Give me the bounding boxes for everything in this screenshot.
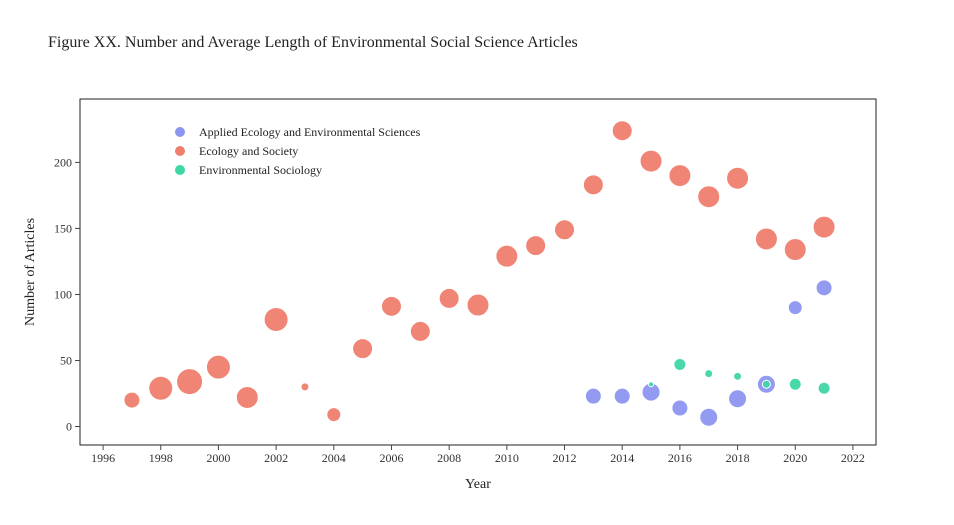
x-tick-label: 2018 (726, 451, 750, 465)
legend-entry-label[interactable]: Applied Ecology and Environmental Scienc… (199, 125, 421, 139)
data-point-series-1[interactable] (205, 354, 231, 380)
x-tick-label: 2022 (841, 451, 865, 465)
data-point-series-2[interactable] (817, 381, 831, 395)
x-tick-label: 2006 (379, 451, 403, 465)
data-point-series-1[interactable] (668, 164, 692, 188)
legend-marker[interactable] (175, 146, 185, 156)
x-tick-label: 2000 (206, 451, 230, 465)
data-point-series-1[interactable] (582, 174, 604, 196)
data-point-series-1[interactable] (466, 293, 490, 317)
data-point-series-1[interactable] (380, 295, 402, 317)
x-axis-title: Year (465, 477, 491, 492)
chart-marks (123, 120, 836, 427)
x-tick-label: 2012 (553, 451, 577, 465)
x-tick-label: 2008 (437, 451, 461, 465)
data-point-series-2[interactable] (733, 371, 743, 381)
data-point-series-1[interactable] (352, 338, 374, 360)
y-tick-label: 150 (54, 221, 72, 235)
data-point-series-1[interactable] (300, 382, 310, 392)
data-point-series-1[interactable] (754, 227, 778, 251)
data-point-series-1[interactable] (783, 238, 807, 262)
legend-marker[interactable] (175, 165, 185, 175)
x-tick-label: 2010 (495, 451, 519, 465)
data-point-series-1[interactable] (176, 368, 204, 396)
legend-entry-label[interactable]: Environmental Sociology (199, 163, 322, 177)
data-point-series-1[interactable] (263, 307, 289, 333)
data-point-series-0[interactable] (613, 387, 631, 405)
data-point-series-1[interactable] (639, 149, 663, 173)
y-axis-title: Number of Articles (23, 218, 38, 326)
data-point-series-2[interactable] (788, 377, 802, 391)
x-tick-label: 1996 (91, 451, 115, 465)
x-tick-label: 2016 (668, 451, 692, 465)
data-point-series-1[interactable] (326, 407, 342, 423)
data-point-series-1[interactable] (726, 166, 750, 190)
legend-marker[interactable] (175, 127, 185, 137)
y-tick-label: 100 (54, 287, 72, 301)
legend[interactable]: Applied Ecology and Environmental Scienc… (175, 125, 421, 177)
plot-area-frame (79, 98, 877, 446)
data-point-series-1[interactable] (438, 287, 460, 309)
data-point-series-2[interactable] (704, 369, 714, 379)
x-tick-label: 2002 (264, 451, 288, 465)
data-point-series-1[interactable] (697, 185, 721, 209)
data-point-series-2[interactable] (761, 379, 771, 389)
data-point-series-1[interactable] (525, 235, 547, 257)
x-tick-label: 2020 (783, 451, 807, 465)
legend-entry-label[interactable]: Ecology and Society (199, 144, 298, 158)
data-point-series-2[interactable] (648, 381, 655, 388)
data-point-series-0[interactable] (584, 387, 602, 405)
data-point-series-0[interactable] (728, 389, 748, 409)
y-tick-label: 0 (66, 420, 72, 434)
data-point-series-1[interactable] (495, 244, 519, 268)
data-point-series-1[interactable] (148, 375, 174, 401)
data-point-series-1[interactable] (409, 320, 431, 342)
data-point-series-2[interactable] (673, 357, 687, 371)
y-tick-label: 200 (54, 155, 72, 169)
data-point-series-1[interactable] (554, 219, 576, 241)
data-point-series-1[interactable] (235, 385, 259, 409)
x-tick-label: 2014 (610, 451, 634, 465)
data-point-series-1[interactable] (611, 120, 633, 142)
y-tick-label: 50 (60, 353, 72, 367)
data-point-series-0[interactable] (815, 279, 833, 297)
x-axis: 1996 1998 2000 2002 2004 2006 2008 2010 2012 2014… (91, 445, 865, 465)
data-point-series-1[interactable] (123, 391, 141, 409)
y-axis: 0 50 100 150 200 (54, 155, 80, 434)
data-point-series-0[interactable] (787, 300, 803, 316)
x-tick-label: 2004 (322, 451, 346, 465)
data-point-series-0[interactable] (699, 407, 719, 427)
chart-title: Figure XX. Number and Average Length of … (48, 34, 578, 51)
data-point-series-1[interactable] (812, 215, 836, 239)
data-point-series-0[interactable] (671, 399, 689, 417)
x-tick-label: 1998 (149, 451, 173, 465)
